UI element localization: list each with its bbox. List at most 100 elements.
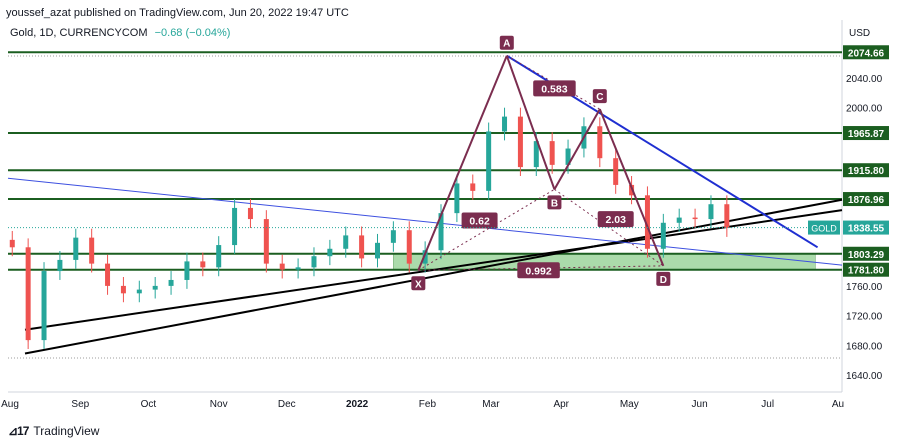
price-axis: 1640.00 1680.00 1720.00 1760.00 2000.00 2040.… <box>846 74 883 382</box>
point-badge-A <box>499 35 514 50</box>
candle-body-6 <box>105 263 111 286</box>
candle-body-44 <box>708 204 714 220</box>
candle-body-15 <box>247 207 253 220</box>
candle-body-31 <box>502 116 508 132</box>
candle-body-29 <box>470 183 476 191</box>
level-tag-0: 2074.66 <box>848 48 885 59</box>
point-label-C: C <box>596 92 603 103</box>
candle-body-45 <box>724 204 730 228</box>
point-badge-C <box>592 89 607 104</box>
point-label-X: X <box>415 279 422 290</box>
candle-body-7 <box>120 285 126 294</box>
level-tag-bg-1 <box>843 126 889 141</box>
last-price-tag: 1838.55 <box>848 224 885 235</box>
candle-body-35 <box>565 148 571 165</box>
tradingview-logo-icon: ⊿17 <box>8 424 29 438</box>
candles <box>9 107 730 350</box>
brand-name: TradingView <box>33 424 100 438</box>
x-tick-6: Feb <box>419 399 437 410</box>
candle-body-23 <box>374 242 380 259</box>
candle-body-42 <box>676 217 682 223</box>
y-tick-1680: 1680.00 <box>846 341 883 352</box>
pattern-leg-CD <box>598 108 665 267</box>
candle-body-41 <box>660 222 666 249</box>
black-trend-lower <box>24 198 843 355</box>
x-tick-9: May <box>620 399 639 410</box>
candle-body-5 <box>89 237 95 264</box>
point-label-B: B <box>551 198 558 209</box>
candle-body-18 <box>295 267 301 270</box>
last-price-tag-bg <box>843 220 889 235</box>
level-tag-1: 1965.87 <box>848 129 885 140</box>
x-tick-4: Dec <box>278 399 296 410</box>
level-tag-bg-2 <box>843 163 889 178</box>
x-tick-0: Aug <box>1 399 19 410</box>
currency-label: USD <box>849 28 870 39</box>
level-tag-bg-5 <box>843 262 889 277</box>
ratio-label-0: 0.583 <box>541 83 567 95</box>
pattern-dotted-XB <box>418 188 555 271</box>
symbol-info: Gold, 1D, CURRENCYCOM <box>10 27 148 39</box>
candle-body-33 <box>533 141 539 168</box>
ratio-label-1: 0.62 <box>469 216 490 228</box>
candle-body-40 <box>644 195 650 249</box>
harmonic-pattern: X A B C D <box>411 35 671 291</box>
pattern-dotted-XD <box>418 265 664 271</box>
ratio-badge-3 <box>517 262 560 279</box>
level-tag-4: 1803.29 <box>848 250 885 261</box>
candle-body-4 <box>73 237 79 260</box>
y-tick-1720: 1720.00 <box>846 312 883 323</box>
fib-ratios: 0.583 0.62 2.03 0.992 <box>461 80 634 279</box>
x-tick-7: Mar <box>482 399 500 410</box>
ratio-label-2: 2.03 <box>605 214 626 226</box>
level-tag-5: 1781.80 <box>848 266 885 277</box>
x-tick-1: Sep <box>71 399 89 410</box>
blue-thin-trend <box>7 177 843 266</box>
pattern-leg-XA <box>417 55 508 271</box>
x-tick-10: Jun <box>692 399 708 410</box>
candle-body-38 <box>613 158 619 185</box>
level-tags: 2074.66 1965.87 1915.80 1876.96 1803.29 1781.… <box>8 45 889 277</box>
candle-body-8 <box>136 289 142 294</box>
x-tick-12: Au <box>832 399 844 410</box>
candle-body-28 <box>454 183 460 214</box>
y-tick-1760: 1760.00 <box>846 282 883 293</box>
grid <box>8 20 843 393</box>
candle-body-13 <box>216 245 222 268</box>
candle-body-30 <box>486 131 492 191</box>
candle-body-34 <box>549 141 555 165</box>
candle-body-20 <box>327 248 333 257</box>
trend-lines <box>7 54 843 355</box>
candle-body-11 <box>184 261 190 280</box>
candle-body-37 <box>597 126 603 159</box>
ratio-badge-0 <box>533 80 576 97</box>
candle-body-19 <box>311 256 317 268</box>
pattern-leg-BC <box>553 108 601 190</box>
candle-body-32 <box>517 116 523 168</box>
candle-body-24 <box>390 230 396 243</box>
ratio-label-3: 0.992 <box>525 265 551 277</box>
x-tick-2: Oct <box>141 399 157 410</box>
x-tick-5: 2022 <box>346 399 369 410</box>
x-tick-11: Jul <box>761 399 774 410</box>
price-change: −0.68 (−0.04%) <box>155 27 231 39</box>
y-tick-2000: 2000.00 <box>846 104 883 115</box>
level-tag-2: 1915.80 <box>848 166 885 177</box>
candle-body-12 <box>200 261 206 268</box>
point-label-D: D <box>660 275 667 286</box>
x-tick-8: Apr <box>553 399 569 410</box>
time-axis: Aug Sep Oct Nov Dec 2022 Feb Mar Apr May Jun Jul Au <box>1 399 844 410</box>
candle-body-9 <box>152 285 158 290</box>
tradingview-logo[interactable]: ⊿17 TradingView <box>8 424 99 438</box>
y-tick-2040: 2040.00 <box>846 74 883 85</box>
point-label-A: A <box>503 39 510 50</box>
candle-body-16 <box>263 219 269 264</box>
candle-body-43 <box>692 217 698 220</box>
symbol-tag: GOLD <box>811 224 837 234</box>
ratio-badge-1 <box>461 212 498 229</box>
point-badge-D <box>656 271 671 286</box>
candle-body-17 <box>279 263 285 270</box>
candle-body-21 <box>343 235 349 249</box>
svg-text:Gold, 1D, CURRENCYCOM −0.6: Gold, 1D, CURRENCYCOM −0.68 (−0.04%) <box>10 27 230 39</box>
